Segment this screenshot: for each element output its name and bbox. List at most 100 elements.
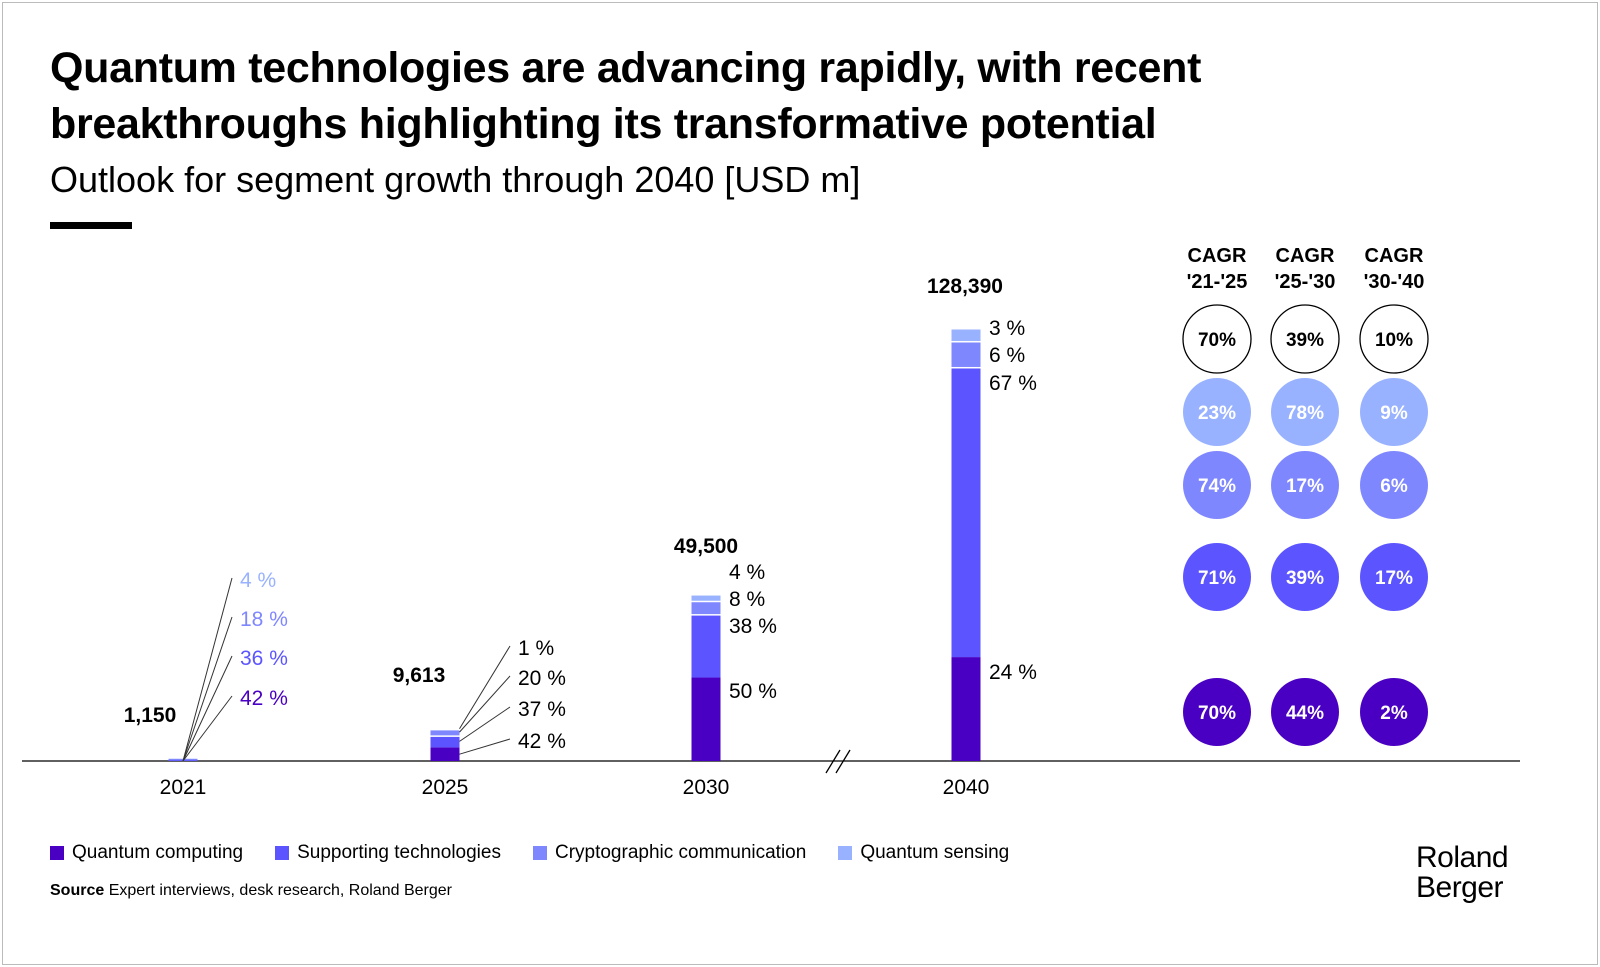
- cagr-total-value: 39%: [1286, 330, 1324, 351]
- share-label: 1 %: [518, 637, 554, 660]
- legend-swatch: [275, 846, 290, 860]
- cagr-circle: [1183, 378, 1251, 446]
- leader-line: [459, 706, 511, 742]
- cagr-circle: [1360, 451, 1428, 519]
- share-label: 4 %: [729, 561, 765, 584]
- source-text: Expert interviews, desk research, Roland…: [108, 882, 452, 899]
- cagr-value: 70%: [1198, 703, 1236, 724]
- share-label: 50 %: [729, 680, 777, 703]
- cagr-circle: [1271, 543, 1339, 611]
- leader-line: [459, 738, 511, 755]
- cagr-circle: [1360, 678, 1428, 746]
- x-tick-label: 2030: [683, 776, 730, 799]
- cagr-value: 17%: [1286, 476, 1324, 497]
- share-label: 37 %: [518, 698, 566, 721]
- cagr-header: CAGR: [1276, 245, 1335, 267]
- leader-line: [459, 675, 511, 733]
- cagr-circle: [1183, 543, 1251, 611]
- legend-swatch: [838, 846, 853, 860]
- cagr-circle: [1360, 543, 1428, 611]
- source: Source Expert interviews, desk research,…: [50, 882, 452, 900]
- share-label: 38 %: [729, 615, 777, 638]
- leader-line: [182, 616, 233, 762]
- total-label: 128,390: [927, 275, 1003, 298]
- legend-swatch: [532, 846, 547, 860]
- axis-break: [835, 749, 851, 774]
- cagr-total-circle: [1182, 304, 1252, 374]
- share-label: 24 %: [989, 661, 1037, 684]
- legend-label: Supporting technologies: [297, 842, 501, 863]
- total-label: 9,613: [393, 664, 446, 687]
- bar-segment: [691, 615, 721, 678]
- cagr-header: '21-'25: [1187, 271, 1248, 293]
- title-rule: [50, 222, 132, 229]
- total-label: 1,150: [124, 704, 177, 727]
- legend: Quantum computing Supporting technologie…: [50, 842, 1009, 864]
- axis-break: [825, 749, 841, 774]
- cagr-value: 78%: [1286, 403, 1324, 424]
- cagr-value: 39%: [1286, 568, 1324, 589]
- legend-label: Quantum computing: [72, 842, 244, 863]
- share-label: 42 %: [240, 687, 288, 710]
- cagr-value: 9%: [1380, 403, 1408, 424]
- share-label: 18 %: [240, 608, 288, 631]
- cagr-circle: [1183, 678, 1251, 746]
- cagr-total-value: 70%: [1198, 330, 1236, 351]
- bar-segment: [691, 677, 721, 761]
- share-label: 6 %: [989, 344, 1025, 367]
- share-label: 3 %: [989, 317, 1025, 340]
- cagr-value: 71%: [1198, 568, 1236, 589]
- share-label: 42 %: [518, 730, 566, 753]
- cagr-circle: [1360, 378, 1428, 446]
- cagr-header: CAGR: [1188, 245, 1247, 267]
- cagr-header: '30-'40: [1364, 271, 1425, 293]
- leader-line: [459, 645, 511, 730]
- legend-swatch: [50, 846, 64, 860]
- bar-segment: [951, 657, 981, 761]
- chart-title: Quantum technologies are advancing rapid…: [50, 44, 1202, 148]
- x-tick-label: 2025: [422, 776, 469, 799]
- bar-segment: [691, 602, 721, 615]
- leader-line: [182, 655, 233, 762]
- bar-segment: [430, 747, 460, 761]
- cagr-header: CAGR: [1365, 245, 1424, 267]
- cagr-value: 2%: [1380, 703, 1408, 724]
- cagr-circle: [1183, 451, 1251, 519]
- legend-item: Supporting technologies: [275, 842, 501, 864]
- share-label: 67 %: [989, 372, 1037, 395]
- share-label: 36 %: [240, 647, 288, 670]
- cagr-circle: [1271, 378, 1339, 446]
- legend-item: Quantum computing: [50, 842, 243, 864]
- cagr-circle: [1271, 678, 1339, 746]
- leader-line: [182, 695, 233, 762]
- bar-segment: [951, 329, 981, 341]
- cagr-total-value: 10%: [1375, 330, 1413, 351]
- x-tick-label: 2040: [943, 776, 990, 799]
- total-label: 49,500: [674, 535, 738, 558]
- legend-item: Cryptographic communication: [532, 842, 807, 864]
- cagr-value: 6%: [1380, 476, 1408, 497]
- leader-line: [182, 577, 233, 762]
- cagr-circle: [1271, 451, 1339, 519]
- x-tick-label: 2021: [160, 776, 207, 799]
- legend-item: Quantum sensing: [838, 842, 1009, 864]
- cagr-value: 17%: [1375, 568, 1413, 589]
- bar-segment: [951, 342, 981, 367]
- cagr-total-circle: [1270, 304, 1340, 374]
- cagr-header: '25-'30: [1275, 271, 1336, 293]
- cagr-total-circle: [1359, 304, 1429, 374]
- bar-segment: [691, 595, 721, 601]
- chart-subtitle: Outlook for segment growth through 2040 …: [50, 159, 861, 200]
- cagr-value: 74%: [1198, 476, 1236, 497]
- bar-segment: [430, 736, 460, 748]
- cagr-value: 23%: [1198, 403, 1236, 424]
- bar-segment: [430, 730, 460, 736]
- cagr-value: 44%: [1286, 703, 1324, 724]
- legend-label: Cryptographic communication: [554, 842, 807, 863]
- roland-berger-logo: Roland Berger: [1416, 841, 1509, 904]
- share-label: 4 %: [240, 569, 276, 592]
- share-label: 20 %: [518, 667, 566, 690]
- bar-segment: [951, 368, 981, 658]
